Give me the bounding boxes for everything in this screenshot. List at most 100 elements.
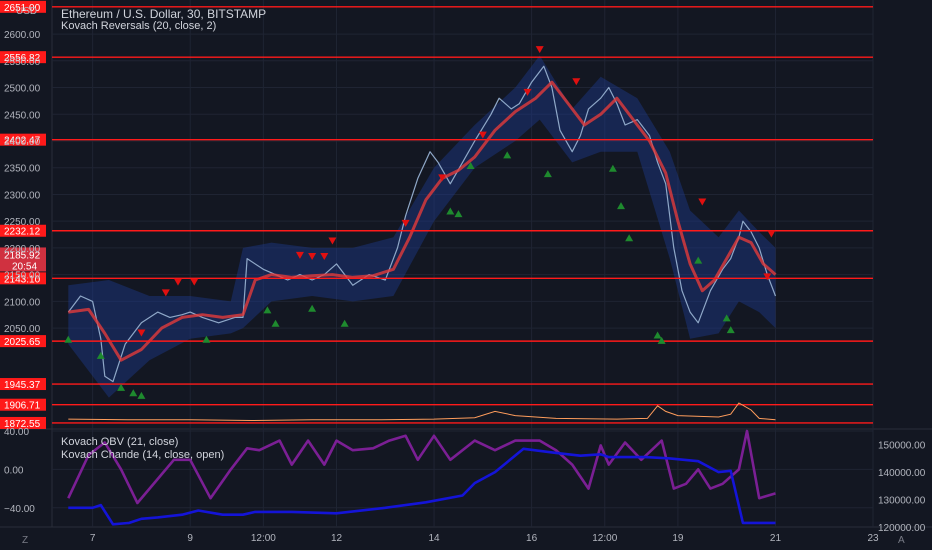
indicator-right-tick-label: 130000.00 <box>878 496 926 507</box>
level-label-bg <box>0 398 46 411</box>
level-label: 2556.82 <box>4 53 41 64</box>
bearish-reversal-marker <box>572 78 581 86</box>
time-tick-label: 12:00 <box>592 533 617 544</box>
level-label-bg <box>0 0 46 13</box>
bearish-reversal-marker <box>767 230 776 238</box>
level-label: 2143.10 <box>4 274 41 285</box>
price-tick-label: 2550.00 <box>4 57 41 68</box>
bearish-reversal-marker <box>535 46 544 54</box>
bearish-reversal-marker <box>137 329 146 337</box>
level-label: 2651.00 <box>4 3 41 14</box>
level-label-bg <box>0 416 46 429</box>
price-tick-label: 2450.00 <box>4 110 41 121</box>
price-tick-label: 2400.00 <box>4 137 41 148</box>
bullish-reversal-marker <box>608 164 617 172</box>
chart-title: Ethereum / U.S. Dollar, 30, BITSTAMP <box>61 7 267 21</box>
auto-scale-button[interactable]: A <box>898 535 905 546</box>
level-label: 2232.12 <box>4 227 41 238</box>
bullish-reversal-marker <box>96 351 105 359</box>
time-tick-label: 12:00 <box>251 533 276 544</box>
level-label-bg <box>0 224 46 237</box>
time-tick-label: 14 <box>428 533 440 544</box>
level-label-bg <box>0 335 46 348</box>
bearish-reversal-marker <box>161 289 170 297</box>
price-tick-label: 2150.00 <box>4 271 41 282</box>
indicator-left-tick-label: 0.00 <box>4 465 24 476</box>
bullish-reversal-marker <box>308 304 317 312</box>
bullish-reversal-marker <box>117 383 126 391</box>
bearish-reversal-marker <box>173 278 182 286</box>
time-tick-label: 7 <box>90 533 96 544</box>
bullish-reversal-marker <box>617 202 626 210</box>
level-label: 1872.55 <box>4 419 41 430</box>
chande-series-line <box>67 429 776 505</box>
time-tick-label: 16 <box>526 533 538 544</box>
indicator-right-tick-label: 140000.00 <box>878 468 926 479</box>
bullish-reversal-marker <box>271 319 280 327</box>
price-series-line <box>67 65 777 383</box>
bullish-reversal-marker <box>625 234 634 242</box>
level-label-bg <box>0 378 46 391</box>
price-tick-label: 2200.00 <box>4 244 41 255</box>
bearish-reversal-marker <box>763 273 772 281</box>
bullish-reversal-marker <box>653 331 662 339</box>
moving-average-line <box>68 80 777 362</box>
bullish-reversal-marker <box>263 306 272 314</box>
obv-series-line <box>68 447 776 526</box>
time-tick-label: 9 <box>187 533 193 544</box>
price-tick-label: 2500.00 <box>4 84 41 95</box>
level-label: 2025.65 <box>4 337 41 348</box>
bullish-reversal-marker <box>340 319 349 327</box>
indicator-right-tick-label: 150000.00 <box>878 441 926 452</box>
time-tick-label: 23 <box>867 533 879 544</box>
indicator-left-tick-label: 40.00 <box>4 427 29 438</box>
price-tick-label: 2100.00 <box>4 297 41 308</box>
level-label-bg <box>0 133 46 146</box>
volume-average-line <box>68 402 776 422</box>
time-tick-label: 19 <box>672 533 684 544</box>
bullish-reversal-marker <box>202 335 211 343</box>
bullish-reversal-marker <box>694 256 703 264</box>
indicator-legend-chande[interactable]: Kovach Chande (14, close, open) <box>61 449 225 461</box>
current-price-label: 2185.92 <box>4 250 41 261</box>
price-tick-label: 2050.00 <box>4 324 41 335</box>
level-label: 2402.47 <box>4 136 41 147</box>
price-tick-label: 2300.00 <box>4 190 41 201</box>
current-price-bg <box>0 247 46 272</box>
bullish-reversal-marker <box>137 391 146 399</box>
bearish-reversal-marker <box>698 198 707 206</box>
bullish-reversal-marker <box>726 326 735 334</box>
level-label: 1906.71 <box>4 401 41 412</box>
price-tick-label: 2350.00 <box>4 164 41 175</box>
price-tick-label: 2600.00 <box>4 30 41 41</box>
time-tick-label: 21 <box>770 533 782 544</box>
bearish-reversal-marker <box>308 253 317 260</box>
bullish-reversal-marker <box>446 207 455 215</box>
indicator-legend-obv[interactable]: Kovach OBV (21, close) <box>61 436 179 448</box>
bar-countdown-label: 20:54 <box>12 261 37 272</box>
currency-label: USD <box>16 6 37 17</box>
bearish-reversal-marker <box>478 131 487 139</box>
bearish-reversal-marker <box>295 251 304 259</box>
bearish-reversal-marker <box>523 88 532 96</box>
bearish-reversal-marker <box>320 253 329 260</box>
bearish-reversal-marker <box>190 278 199 286</box>
indicator-right-tick-label: 120000.00 <box>878 523 926 534</box>
bearish-reversal-marker <box>401 219 410 227</box>
indicator-legend-reversals[interactable]: Kovach Reversals (20, close, 2) <box>61 20 217 32</box>
bullish-reversal-marker <box>503 151 512 159</box>
level-label-bg <box>0 51 46 64</box>
bullish-reversal-marker <box>722 314 731 322</box>
level-label: 1945.37 <box>4 380 41 391</box>
bullish-reversal-marker <box>454 210 463 218</box>
zoom-button[interactable]: Z <box>22 535 29 546</box>
bullish-reversal-marker <box>129 389 138 397</box>
bullish-reversal-marker <box>657 336 666 344</box>
bearish-reversal-marker <box>438 174 447 182</box>
bullish-reversal-marker <box>543 170 552 178</box>
price-tick-label: 2250.00 <box>4 217 41 228</box>
level-label-bg <box>0 272 46 285</box>
bullish-reversal-marker <box>466 162 475 170</box>
time-tick-label: 12 <box>331 533 343 544</box>
